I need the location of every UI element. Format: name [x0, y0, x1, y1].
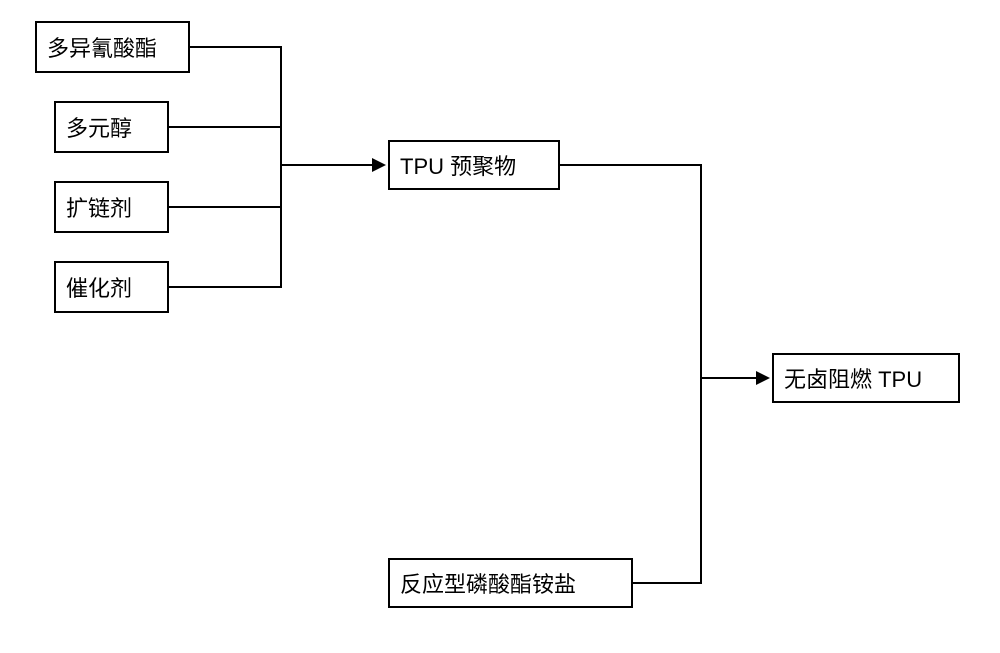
node-input-polyisocyanate: 多异氰酸酯 [35, 21, 190, 73]
node-input-polyol: 多元醇 [54, 101, 169, 153]
node-label: 无卤阻燃 TPU [784, 362, 922, 394]
flowchart-canvas: 多异氰酸酯 多元醇 扩链剂 催化剂 TPU 预聚物 反应型磷酸酯铵盐 无卤阻燃 … [0, 0, 1000, 653]
node-label: TPU 预聚物 [400, 149, 516, 181]
connector-line [190, 46, 282, 48]
node-input-catalyst: 催化剂 [54, 261, 169, 313]
node-label: 扩链剂 [66, 191, 132, 223]
connector-line [169, 206, 282, 208]
connector-line [280, 164, 374, 166]
node-label: 催化剂 [66, 271, 132, 303]
node-halogen-free-flame-retardant-tpu: 无卤阻燃 TPU [772, 353, 960, 403]
node-reactive-phosphate-ammonium: 反应型磷酸酯铵盐 [388, 558, 633, 608]
connector-bus-left [280, 46, 282, 288]
connector-line [700, 377, 758, 379]
connector-bus-right [700, 164, 702, 584]
node-tpu-prepolymer: TPU 预聚物 [388, 140, 560, 190]
connector-line [633, 582, 702, 584]
arrow-icon [756, 371, 770, 385]
node-label: 多元醇 [66, 111, 132, 143]
connector-line [560, 164, 702, 166]
node-label: 反应型磷酸酯铵盐 [400, 567, 576, 599]
connector-line [169, 286, 282, 288]
connector-line [169, 126, 282, 128]
node-label: 多异氰酸酯 [47, 31, 157, 63]
arrow-icon [372, 158, 386, 172]
node-input-chain-extender: 扩链剂 [54, 181, 169, 233]
